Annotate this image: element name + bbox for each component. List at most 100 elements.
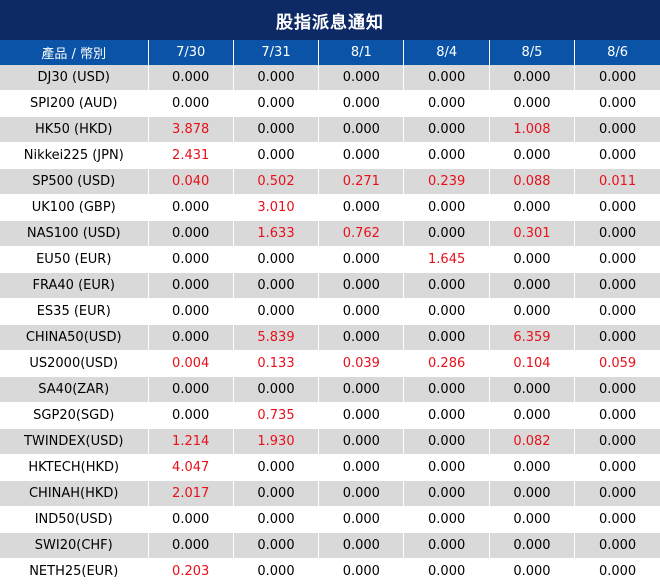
dividend-value-cell: 0.000 xyxy=(574,116,660,143)
dividend-value-cell: 0.000 xyxy=(489,298,576,325)
dividend-value-cell: 0.000 xyxy=(489,532,576,559)
table-row: FRA40 (EUR) 0.000 0.000 0.000 0.000 0.000 0.00… xyxy=(0,272,660,299)
dividend-value-cell: 0.039 xyxy=(318,350,405,377)
dividend-value-cell: 0.040 xyxy=(148,168,234,195)
table-row: DJ30 (USD) 0.000 0.000 0.000 0.000 0.000 0.000 xyxy=(0,65,660,91)
dividend-value-cell: 0.000 xyxy=(233,480,320,507)
dividend-value-cell: 0.000 xyxy=(233,246,320,273)
dividend-value-cell: 0.000 xyxy=(574,194,660,221)
dividend-value-cell: 0.000 xyxy=(233,506,320,533)
product-name-cell: ES35 (EUR) xyxy=(0,298,149,325)
product-name-cell: HKTECH(HKD) xyxy=(0,454,149,481)
product-name-cell: SPI200 (AUD) xyxy=(0,90,149,117)
dividend-value-cell: 0.000 xyxy=(489,65,576,91)
dividend-value-cell: 0.000 xyxy=(318,90,405,117)
dividend-value-cell: 0.000 xyxy=(318,402,405,429)
dividend-value-cell: 0.011 xyxy=(574,168,660,195)
table-row: CHINAH(HKD) 2.017 0.000 0.000 0.000 0.000 0.00… xyxy=(0,480,660,507)
product-name-cell: SA40(ZAR) xyxy=(0,376,149,403)
dividend-value-cell: 0.502 xyxy=(233,168,320,195)
dividend-value-cell: 0.000 xyxy=(489,480,576,507)
dividend-value-cell: 0.203 xyxy=(148,558,234,585)
dividend-value-cell: 0.000 xyxy=(318,454,405,481)
dividend-value-cell: 0.000 xyxy=(233,532,320,559)
table-body: DJ30 (USD) 0.000 0.000 0.000 0.000 0.000 0.000… xyxy=(0,65,660,585)
dividend-value-cell: 0.000 xyxy=(489,272,576,299)
dividend-value-cell: 2.017 xyxy=(148,480,234,507)
dividend-value-cell: 0.000 xyxy=(403,532,490,559)
dividend-value-cell: 0.000 xyxy=(233,454,320,481)
dividend-value-cell: 0.000 xyxy=(148,246,234,273)
dividend-value-cell: 0.000 xyxy=(148,324,234,351)
dividend-value-cell: 0.133 xyxy=(233,350,320,377)
table-row: ES35 (EUR) 0.000 0.000 0.000 0.000 0.000 0.000 xyxy=(0,298,660,325)
product-name-cell: NETH25(EUR) xyxy=(0,558,149,585)
dividend-value-cell: 0.000 xyxy=(403,402,490,429)
dividend-value-cell: 0.000 xyxy=(574,402,660,429)
column-header-date: 7/30 xyxy=(148,40,234,65)
dividend-value-cell: 5.839 xyxy=(233,324,320,351)
dividend-value-cell: 0.000 xyxy=(148,298,234,325)
product-name-cell: SGP20(SGD) xyxy=(0,402,149,429)
dividend-value-cell: 0.000 xyxy=(318,272,405,299)
dividend-value-cell: 0.000 xyxy=(574,272,660,299)
dividend-value-cell: 0.000 xyxy=(489,558,576,585)
dividend-value-cell: 0.000 xyxy=(574,428,660,455)
table-row: US2000(USD) 0.004 0.133 0.039 0.286 0.104 0.05… xyxy=(0,350,660,377)
dividend-value-cell: 0.000 xyxy=(148,376,234,403)
dividend-value-cell: 3.878 xyxy=(148,116,234,143)
table-row: SPI200 (AUD) 0.000 0.000 0.000 0.000 0.000 0.0… xyxy=(0,90,660,117)
dividend-value-cell: 0.000 xyxy=(403,324,490,351)
dividend-value-cell: 0.000 xyxy=(489,142,576,169)
dividend-value-cell: 0.000 xyxy=(318,116,405,143)
dividend-value-cell: 0.082 xyxy=(489,428,576,455)
dividend-value-cell: 0.000 xyxy=(233,298,320,325)
dividend-value-cell: 0.000 xyxy=(318,558,405,585)
dividend-value-cell: 0.000 xyxy=(233,142,320,169)
dividend-value-cell: 0.000 xyxy=(148,272,234,299)
table-row: SA40(ZAR) 0.000 0.000 0.000 0.000 0.000 0.000 xyxy=(0,376,660,403)
product-name-cell: DJ30 (USD) xyxy=(0,65,149,91)
product-name-cell: Nikkei225 (JPN) xyxy=(0,142,149,169)
dividend-value-cell: 1.930 xyxy=(233,428,320,455)
product-name-cell: SWI20(CHF) xyxy=(0,532,149,559)
dividend-table: 產品 / 幣別 7/30 7/31 8/1 8/4 8/5 8/6 DJ30 (… xyxy=(0,40,660,585)
dividend-value-cell: 0.104 xyxy=(489,350,576,377)
dividend-value-cell: 0.000 xyxy=(318,194,405,221)
table-row: IND50(USD) 0.000 0.000 0.000 0.000 0.000 0.000 xyxy=(0,506,660,533)
dividend-value-cell: 1.214 xyxy=(148,428,234,455)
table-row: NETH25(EUR) 0.203 0.000 0.000 0.000 0.000 0.00… xyxy=(0,558,660,585)
table-row: HK50 (HKD) 3.878 0.000 0.000 0.000 1.008 0.000 xyxy=(0,116,660,143)
dividend-value-cell: 0.000 xyxy=(489,376,576,403)
table-row: SWI20(CHF) 0.000 0.000 0.000 0.000 0.000 0.000 xyxy=(0,532,660,559)
table-row: HKTECH(HKD) 4.047 0.000 0.000 0.000 0.000 0.00… xyxy=(0,454,660,481)
dividend-value-cell: 0.000 xyxy=(233,116,320,143)
dividend-value-cell: 0.239 xyxy=(403,168,490,195)
dividend-value-cell: 0.000 xyxy=(403,65,490,91)
table-row: NAS100 (USD) 0.000 1.633 0.762 0.000 0.301 0.0… xyxy=(0,220,660,247)
table-header: 產品 / 幣別 7/30 7/31 8/1 8/4 8/5 8/6 xyxy=(0,40,660,65)
dividend-value-cell: 0.059 xyxy=(574,350,660,377)
dividend-value-cell: 0.000 xyxy=(574,142,660,169)
dividend-value-cell: 0.000 xyxy=(318,324,405,351)
dividend-value-cell: 0.000 xyxy=(489,454,576,481)
dividend-value-cell: 0.004 xyxy=(148,350,234,377)
dividend-value-cell: 0.000 xyxy=(574,65,660,91)
dividend-value-cell: 0.000 xyxy=(318,65,405,91)
dividend-value-cell: 0.286 xyxy=(403,350,490,377)
dividend-value-cell: 0.000 xyxy=(403,506,490,533)
product-name-cell: UK100 (GBP) xyxy=(0,194,149,221)
dividend-value-cell: 0.000 xyxy=(403,90,490,117)
column-header-date: 8/4 xyxy=(403,40,490,65)
dividend-value-cell: 0.301 xyxy=(489,220,576,247)
dividend-value-cell: 0.000 xyxy=(318,376,405,403)
dividend-value-cell: 0.000 xyxy=(148,532,234,559)
table-row: UK100 (GBP) 0.000 3.010 0.000 0.000 0.000 0.00… xyxy=(0,194,660,221)
dividend-value-cell: 0.000 xyxy=(403,272,490,299)
dividend-value-cell: 0.000 xyxy=(489,246,576,273)
column-header-product: 產品 / 幣別 xyxy=(0,40,149,65)
dividend-value-cell: 3.010 xyxy=(233,194,320,221)
dividend-value-cell: 0.000 xyxy=(403,116,490,143)
dividend-value-cell: 0.000 xyxy=(574,558,660,585)
